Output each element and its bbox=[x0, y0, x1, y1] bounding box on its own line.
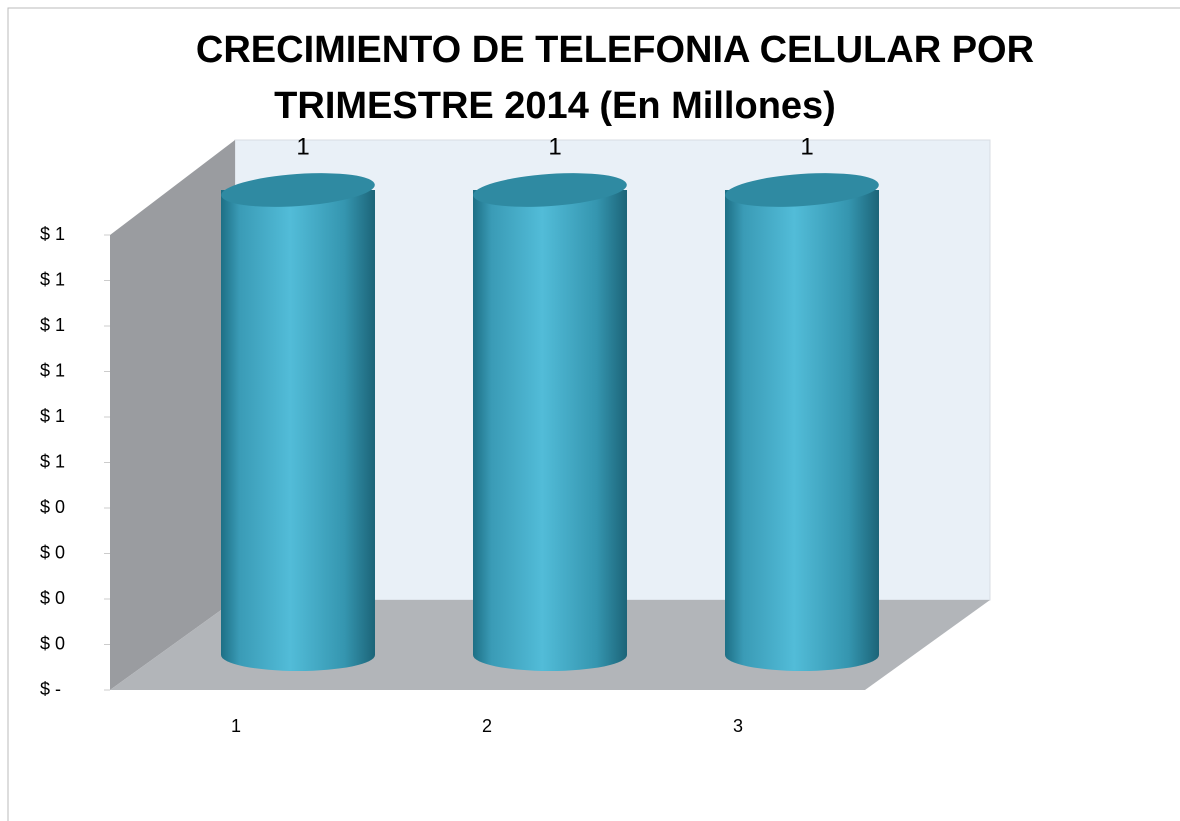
y-tick-label: $ 1 bbox=[40, 360, 65, 380]
chart-border bbox=[7, 7, 1180, 821]
y-tick-label: $ 0 bbox=[40, 542, 65, 562]
x-tick-label: 1 bbox=[231, 716, 241, 736]
data-label: 1 bbox=[296, 133, 309, 160]
bar bbox=[725, 190, 879, 671]
y-tick-label: $ - bbox=[40, 679, 61, 699]
bar bbox=[473, 190, 627, 671]
y-tick-label: $ 1 bbox=[40, 451, 65, 471]
y-tick-label: $ 1 bbox=[40, 269, 65, 289]
chart-title: TRIMESTRE 2014 (En Millones) bbox=[274, 85, 836, 127]
y-tick-label: $ 1 bbox=[40, 406, 65, 426]
y-tick-label: $ 1 bbox=[40, 315, 65, 335]
side-wall bbox=[110, 140, 235, 690]
y-tick-label: $ 0 bbox=[40, 497, 65, 517]
bar bbox=[221, 190, 375, 671]
bar-top bbox=[725, 173, 879, 207]
data-label: 1 bbox=[800, 133, 813, 160]
chart-title: CRECIMIENTO DE TELEFONIA CELULAR POR bbox=[196, 29, 1034, 71]
y-tick-label: $ 0 bbox=[40, 588, 65, 608]
bar-top bbox=[221, 173, 375, 207]
data-label: 1 bbox=[548, 133, 561, 160]
y-tick-label: $ 1 bbox=[40, 224, 65, 244]
x-tick-label: 3 bbox=[733, 716, 743, 736]
x-tick-label: 2 bbox=[482, 716, 492, 736]
bar-top bbox=[473, 173, 627, 207]
y-tick-label: $ 0 bbox=[40, 633, 65, 653]
